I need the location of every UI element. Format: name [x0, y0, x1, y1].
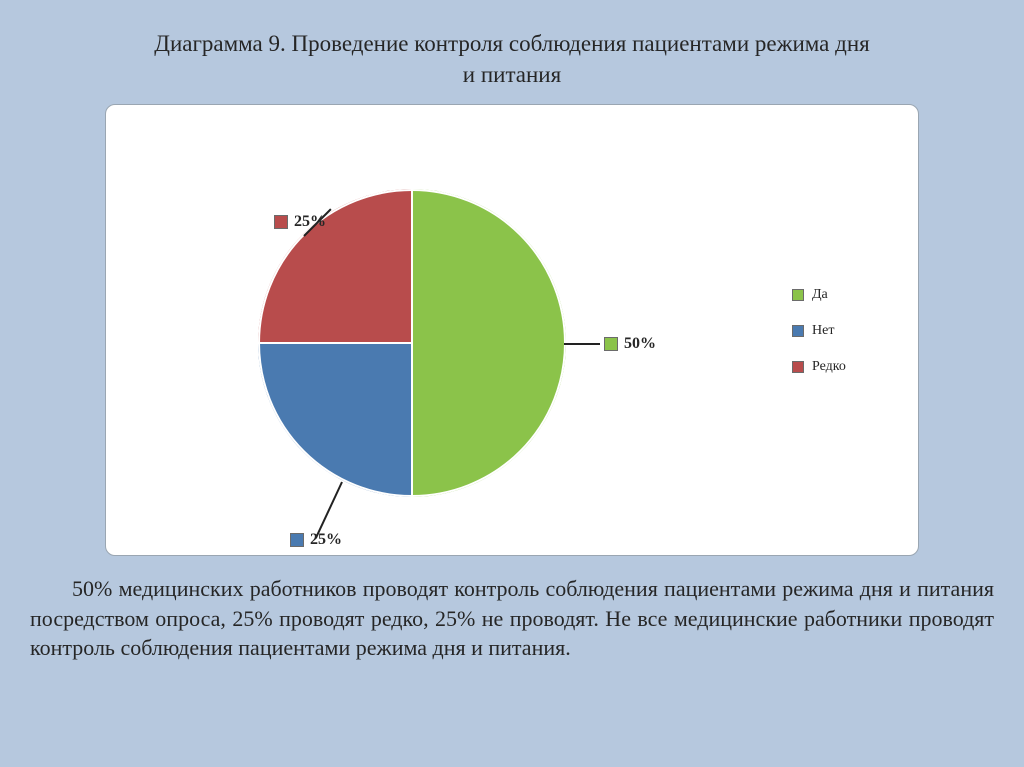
chart-panel: 50% 25% 25% Да Нет [105, 104, 919, 556]
legend-label-1: Нет [812, 323, 834, 339]
slice-label-1: 25% [290, 531, 342, 549]
legend: Да Нет Редко [792, 287, 846, 375]
legend-label-0: Да [812, 287, 828, 303]
swatch-2 [274, 215, 288, 229]
title-line-2: и питания [463, 62, 561, 87]
page-root: Диаграмма 9. Проведение контроля соблюде… [0, 0, 1024, 767]
slice-label-2: 25% [274, 213, 326, 231]
legend-item-2: Редко [792, 359, 846, 375]
legend-swatch-0 [792, 289, 804, 301]
slice-label-0: 50% [604, 335, 656, 353]
pct-0: 50% [624, 335, 656, 353]
title-line-1: Диаграмма 9. Проведение контроля соблюде… [154, 31, 869, 56]
legend-swatch-1 [792, 325, 804, 337]
legend-swatch-2 [792, 361, 804, 373]
caption-text: 50% медицинских работников проводят конт… [30, 574, 994, 663]
legend-item-0: Да [792, 287, 846, 303]
pct-2: 25% [294, 213, 326, 231]
pct-1: 25% [310, 531, 342, 549]
legend-label-2: Редко [812, 359, 846, 375]
chart-title: Диаграмма 9. Проведение контроля соблюде… [30, 28, 994, 90]
leader-0 [564, 343, 600, 345]
swatch-0 [604, 337, 618, 351]
legend-item-1: Нет [792, 323, 846, 339]
chart-canvas: 50% 25% 25% Да Нет [106, 105, 918, 555]
swatch-1 [290, 533, 304, 547]
